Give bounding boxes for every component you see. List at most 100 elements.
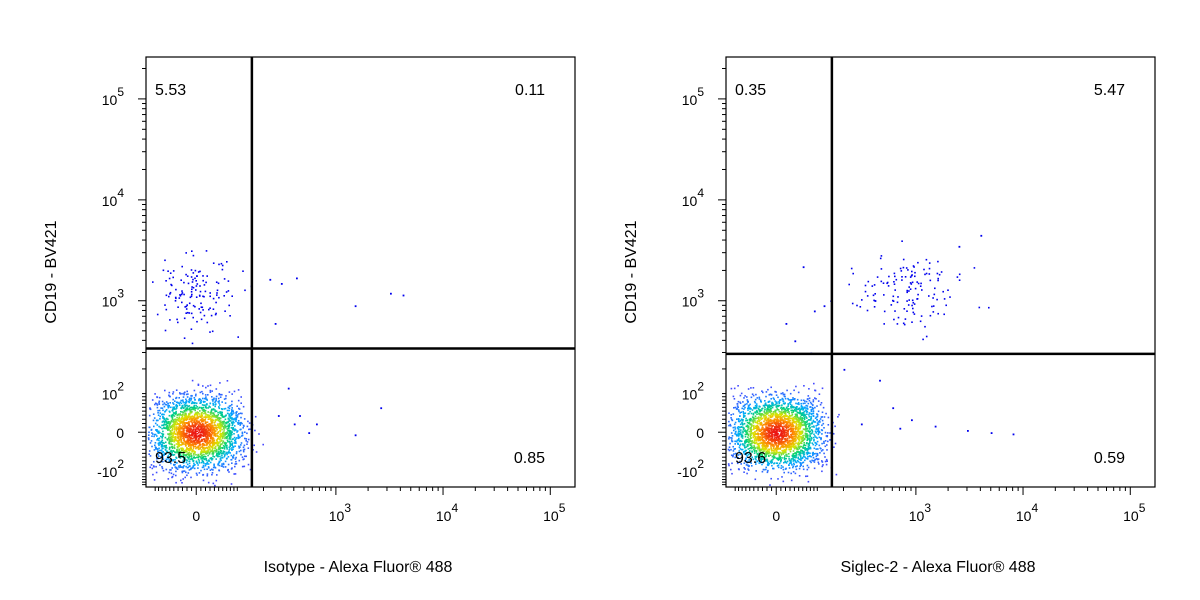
event-dot [194, 431, 196, 434]
event-dot [212, 308, 215, 310]
event-dot [780, 438, 782, 440]
event-dot [734, 443, 736, 445]
event-dot [199, 435, 202, 437]
event-dot [746, 403, 748, 405]
event-dot [799, 446, 801, 448]
event-dot [827, 432, 829, 434]
event-dot [765, 468, 767, 471]
event-dot [181, 301, 183, 304]
event-dot [772, 433, 774, 436]
event-dot [760, 401, 762, 403]
event-dot [211, 440, 214, 442]
event-dot [815, 442, 817, 444]
event-dot [182, 428, 185, 431]
event-dot [802, 452, 805, 454]
event-dot [198, 448, 200, 450]
event-dot [789, 417, 791, 420]
event-dot [168, 391, 171, 394]
event-dot [228, 449, 230, 451]
event-dot [745, 446, 748, 448]
event-dot [804, 449, 807, 451]
event-dot [783, 430, 785, 432]
event-dot [758, 430, 761, 432]
event-dot [179, 422, 181, 425]
event-dot [784, 410, 787, 413]
event-dot [187, 454, 190, 456]
event-dot [217, 416, 219, 419]
event-dot [216, 440, 218, 442]
event-dot [740, 392, 743, 395]
event-dot [815, 425, 817, 427]
event-dot [206, 444, 208, 446]
event-dot [813, 439, 815, 442]
event-dot [185, 436, 188, 439]
event-dot [181, 447, 184, 450]
event-dot [196, 320, 198, 323]
event-dot [218, 263, 220, 266]
event-dot [167, 429, 169, 431]
event-dot [218, 425, 220, 427]
event-dot [782, 431, 785, 434]
event-dot [757, 435, 760, 438]
event-dot [760, 424, 763, 426]
event-dot [194, 269, 197, 272]
event-dot [174, 439, 177, 441]
event-dot [165, 418, 167, 420]
event-dot [183, 281, 185, 284]
event-dot [778, 410, 781, 413]
event-dot [168, 442, 170, 444]
event-dot [795, 454, 797, 457]
event-dot [780, 406, 783, 409]
event-dot [782, 393, 785, 396]
event-dot [820, 437, 822, 439]
event-dot [768, 462, 770, 465]
event-dot [184, 434, 186, 436]
event-dot [224, 418, 227, 421]
event-dot [751, 420, 754, 422]
event-dot [196, 456, 198, 459]
event-dot [809, 427, 811, 429]
event-dot [784, 420, 787, 423]
event-dot [747, 400, 749, 403]
event-dot [224, 466, 227, 468]
event-dot [202, 479, 205, 482]
event-dot [798, 420, 800, 422]
event-dot [212, 262, 215, 264]
event-dot [804, 422, 807, 424]
event-dot [751, 445, 753, 447]
event-dot [193, 452, 195, 455]
event-dot [754, 398, 757, 401]
event-dot [152, 281, 154, 283]
event-dot [172, 423, 174, 426]
event-dot [732, 413, 735, 415]
event-dot [204, 410, 206, 413]
event-dot [188, 453, 190, 455]
event-dot [771, 413, 773, 415]
event-dot [207, 460, 210, 462]
event-dot [199, 456, 202, 458]
event-dot [745, 452, 747, 455]
event-dot [204, 400, 206, 403]
event-dot [769, 454, 772, 456]
event-dot [219, 411, 221, 413]
event-dot [784, 413, 787, 415]
event-dot [757, 425, 759, 428]
event-dot [747, 426, 749, 428]
event-dot [794, 459, 796, 462]
event-dot [201, 430, 204, 432]
event-dot [802, 446, 804, 448]
event-dot [158, 444, 160, 447]
event-dot [799, 465, 801, 468]
event-dot [206, 436, 209, 438]
event-dot [174, 400, 176, 402]
event-dot [166, 425, 168, 427]
event-dot [745, 464, 748, 466]
event-dot [180, 417, 183, 420]
event-dot [224, 432, 227, 434]
event-dot [173, 415, 176, 417]
event-dot [207, 427, 210, 430]
event-dot [767, 440, 769, 443]
event-dot [778, 415, 780, 417]
event-dot [198, 437, 200, 440]
event-dot [799, 421, 801, 424]
